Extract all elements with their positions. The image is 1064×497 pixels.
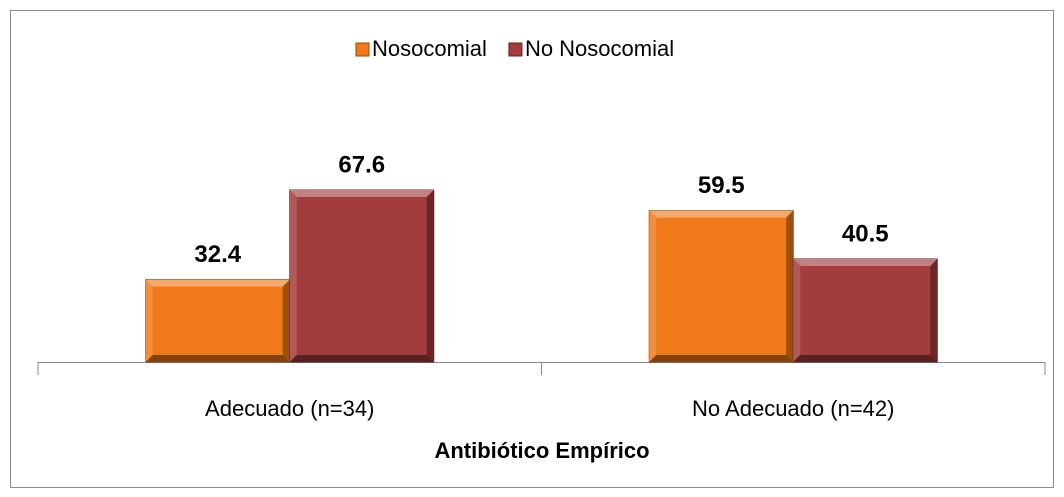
data-label: 59.5 [698,172,745,199]
bar-bevel [649,355,794,362]
bar-group [648,210,794,363]
bar-bevel [282,279,290,362]
bar-bevel [426,190,434,362]
bar-bevel [930,258,938,362]
bar [145,279,291,363]
bar [289,189,435,363]
bar-bevel [289,190,434,198]
bar-bevel [145,279,153,362]
bar-bevel [145,355,290,362]
legend-label: Nosocomial [372,36,487,61]
bar-group [792,258,938,363]
bar [648,210,794,363]
x-tick-label: No Adecuado (n=42) [692,396,894,421]
bar-bevel [289,355,434,362]
x-axis-title: Antibiótico Empírico [434,438,649,463]
chart-border [10,10,1054,488]
data-label: 40.5 [842,220,889,247]
data-label: 32.4 [194,241,241,268]
bar [792,258,938,363]
bar-group [145,279,291,363]
bar-bevel [649,210,794,218]
bar-bevel [145,279,290,287]
bar-bevel [289,190,297,362]
bar-bevel [649,210,657,362]
bar-group [289,189,435,363]
bar-bevel [793,258,938,266]
data-label: 67.6 [338,151,385,178]
bar-bevel [786,210,794,362]
x-tick-label: Adecuado (n=34) [205,396,374,421]
legend-swatch [355,42,370,57]
legend-swatch [508,42,523,57]
legend-label: No Nosocomial [525,36,674,61]
bar-bevel [793,355,938,362]
bar-bevel [793,258,801,362]
